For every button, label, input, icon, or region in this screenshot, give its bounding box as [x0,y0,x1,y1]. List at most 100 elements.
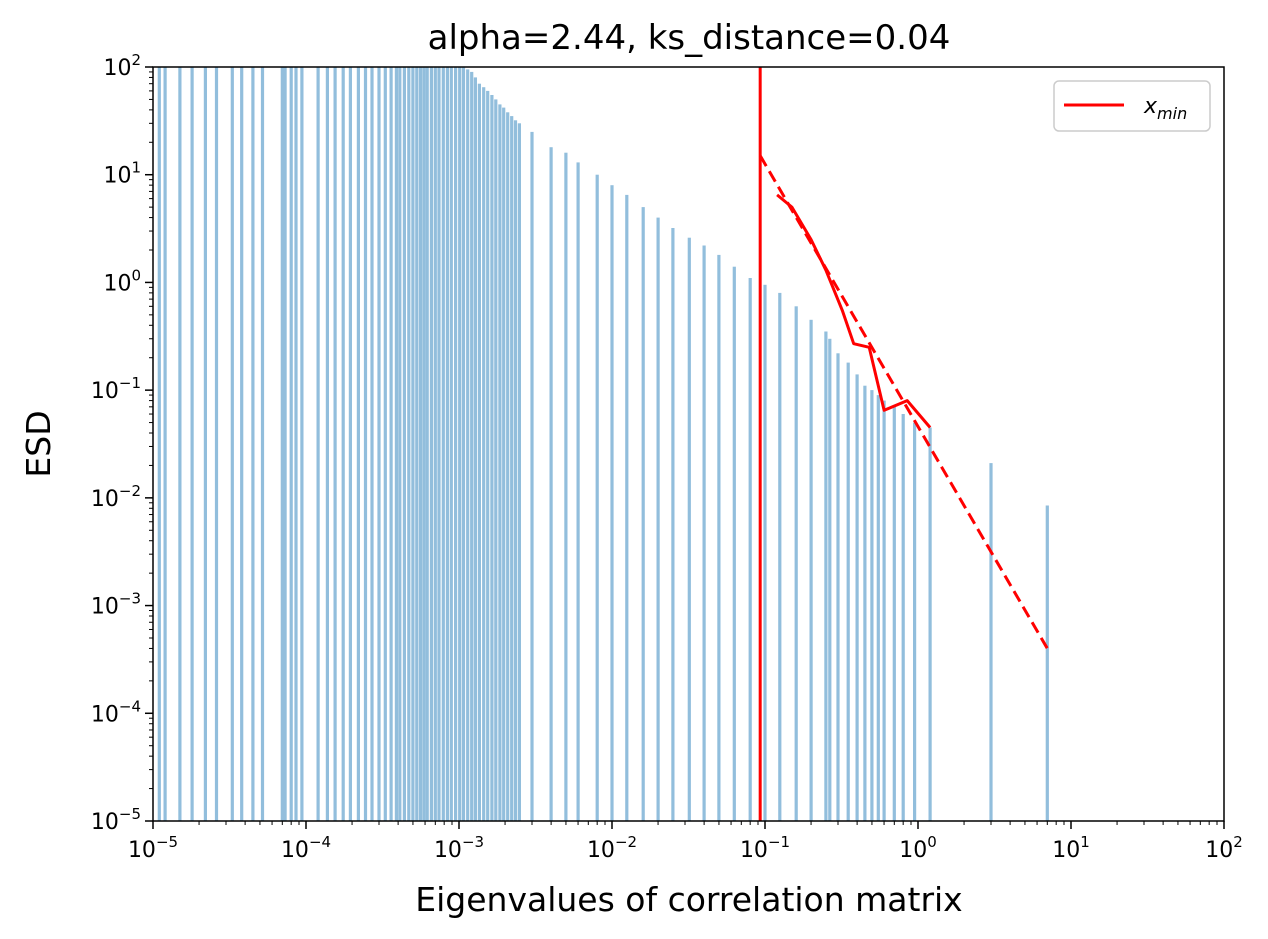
histogram-bar [429,67,433,821]
histogram-bar [748,278,752,821]
empirical-fit-line [776,193,932,429]
histogram-bar [370,67,374,821]
fit-lines [758,67,1049,821]
histogram-bar [348,67,352,821]
histogram-bar [610,185,614,821]
histogram-bar [828,338,832,821]
histogram-bar [466,69,470,821]
histogram-bar [415,67,419,821]
x-tick-label: 10−2 [587,833,637,863]
histogram-bar [913,422,917,821]
histogram-bar [595,174,599,821]
x-axis-ticks: 10−5 10−4 10−3 10−2 10−1 100 101 102 [128,821,1243,863]
histogram-bar [394,67,398,821]
y-tick-label: 10−5 [91,805,141,835]
histogram-bar [510,116,514,822]
histogram-bar [836,353,840,821]
x-tick-label: 10−4 [281,833,331,863]
histogram-bar [687,237,691,821]
y-axis-label: ESD [19,410,58,477]
histogram-bar [289,67,293,821]
histogram-bars [157,67,1049,822]
histogram-bar [280,67,284,821]
x-tick-label: 101 [1052,833,1090,863]
histogram-bar [702,245,706,821]
histogram-bar [333,67,337,821]
histogram-bar [402,67,406,821]
histogram-bar [377,67,381,821]
histogram-bar [824,331,828,821]
histogram-bar [989,463,993,821]
histogram-bar [441,67,445,821]
x-tick-label: 102 [1205,833,1243,863]
x-tick-label: 100 [899,833,937,863]
plot-area [152,66,1225,822]
legend-frame [1053,80,1211,132]
power-law-fit-dashed-line [758,154,1049,650]
histogram-bar [876,395,880,821]
histogram-bar [461,67,466,821]
histogram-bar [398,67,402,821]
histogram-bar [363,67,368,821]
histogram-bar [458,67,462,821]
histogram-bar [490,95,494,821]
histogram-bar [300,67,304,821]
histogram-bar [882,400,886,821]
histogram-bar [625,194,629,821]
x-tick-label: 10−1 [740,833,790,863]
histogram-bar [230,67,234,821]
histogram-bar [470,71,474,821]
y-tick-label: 10−1 [91,374,141,404]
histogram-bar [422,67,426,821]
histogram-bar [870,390,874,821]
histogram-bar [576,162,580,821]
histogram-bar [325,67,329,821]
histogram-bar [425,67,429,821]
histogram-bar [763,284,767,821]
histogram-bar [846,362,850,821]
x-tick-label: 10−5 [128,833,178,863]
histogram-bar [502,107,506,822]
histogram-bar [407,67,411,821]
histogram-bar [794,306,798,821]
histogram-bar [283,67,287,821]
histogram-bar [863,385,867,821]
y-tick-label: 102 [103,51,141,81]
legend-label-x-min: xmin [1143,94,1187,123]
y-tick-label: 100 [103,266,141,296]
histogram-bar [163,67,167,821]
histogram-bar [294,67,298,821]
histogram-bar [383,67,387,821]
histogram-bar [641,207,645,822]
histogram-bar [482,87,486,821]
histogram-bar [530,131,534,821]
histogram-bar [901,414,905,821]
histogram-bar [549,147,553,821]
histogram-bar [445,67,449,821]
histogram-bar [564,152,568,821]
histogram-bar [656,217,660,822]
chart-title: alpha=2.44, ks_distance=0.04 [428,18,951,58]
histogram-bar [809,319,813,821]
histogram-bar [203,67,207,821]
y-tick-label: 10−3 [91,590,141,620]
histogram-bar [178,67,182,821]
y-axis-ticks: 10−5 10−4 10−3 10−2 10−1 100 101 102 [91,51,153,835]
histogram-bar [389,67,393,821]
histogram-bar [892,406,896,821]
histogram-bar [214,67,219,821]
histogram-bar [473,77,477,821]
histogram-bar [855,374,859,821]
histogram-bar [486,90,490,821]
histogram-bar [260,67,265,821]
x-tick-label: 10−3 [434,833,484,863]
histogram-bar [732,266,736,821]
histogram-bar [1045,505,1049,821]
histogram-bar [251,67,255,821]
histogram-bar [506,112,510,822]
histogram-bar [928,427,932,821]
histogram-bar [513,120,518,822]
histogram-bar [671,228,675,821]
histogram-bar [190,67,194,821]
